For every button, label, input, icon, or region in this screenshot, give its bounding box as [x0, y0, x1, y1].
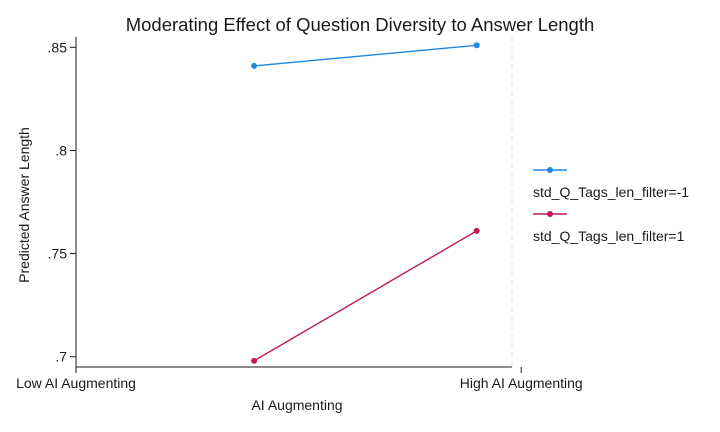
y-axis-ticks: .7 .75 .8 .85 [48, 39, 76, 365]
data-point [473, 42, 480, 49]
x-tick-label: Low AI Augmenting [16, 375, 136, 391]
legend-label: std_Q_Tags_len_filter=-1 [533, 184, 689, 200]
data-point [251, 62, 258, 69]
y-tick-label: .7 [55, 349, 67, 365]
data-point [251, 357, 258, 364]
legend-swatch-marker [547, 211, 553, 217]
y-tick-label: .75 [48, 246, 68, 262]
legend-label: std_Q_Tags_len_filter=1 [533, 228, 685, 244]
chart-title: Moderating Effect of Question Diversity … [126, 14, 595, 35]
x-tick-label: High AI Augmenting [460, 375, 583, 391]
y-tick-label: .8 [55, 142, 67, 158]
x-axis-ticks: Low AI Augmenting High AI Augmenting [16, 367, 583, 391]
data-point [473, 227, 480, 234]
series-layer [251, 42, 480, 364]
y-axis-label: Predicted Answer Length [16, 127, 32, 283]
plot-area: .7 .75 .8 .85 Low AI Augmenting High AI Augm… [16, 37, 583, 391]
legend: std_Q_Tags_len_filter=-1 std_Q_Tags_len_f… [533, 167, 689, 244]
legend-swatch-marker [547, 167, 553, 173]
y-tick-label: .85 [48, 39, 68, 55]
series-line-1 [254, 44, 477, 67]
series-line-2 [253, 230, 478, 362]
x-axis-label: AI Augmenting [251, 397, 342, 413]
